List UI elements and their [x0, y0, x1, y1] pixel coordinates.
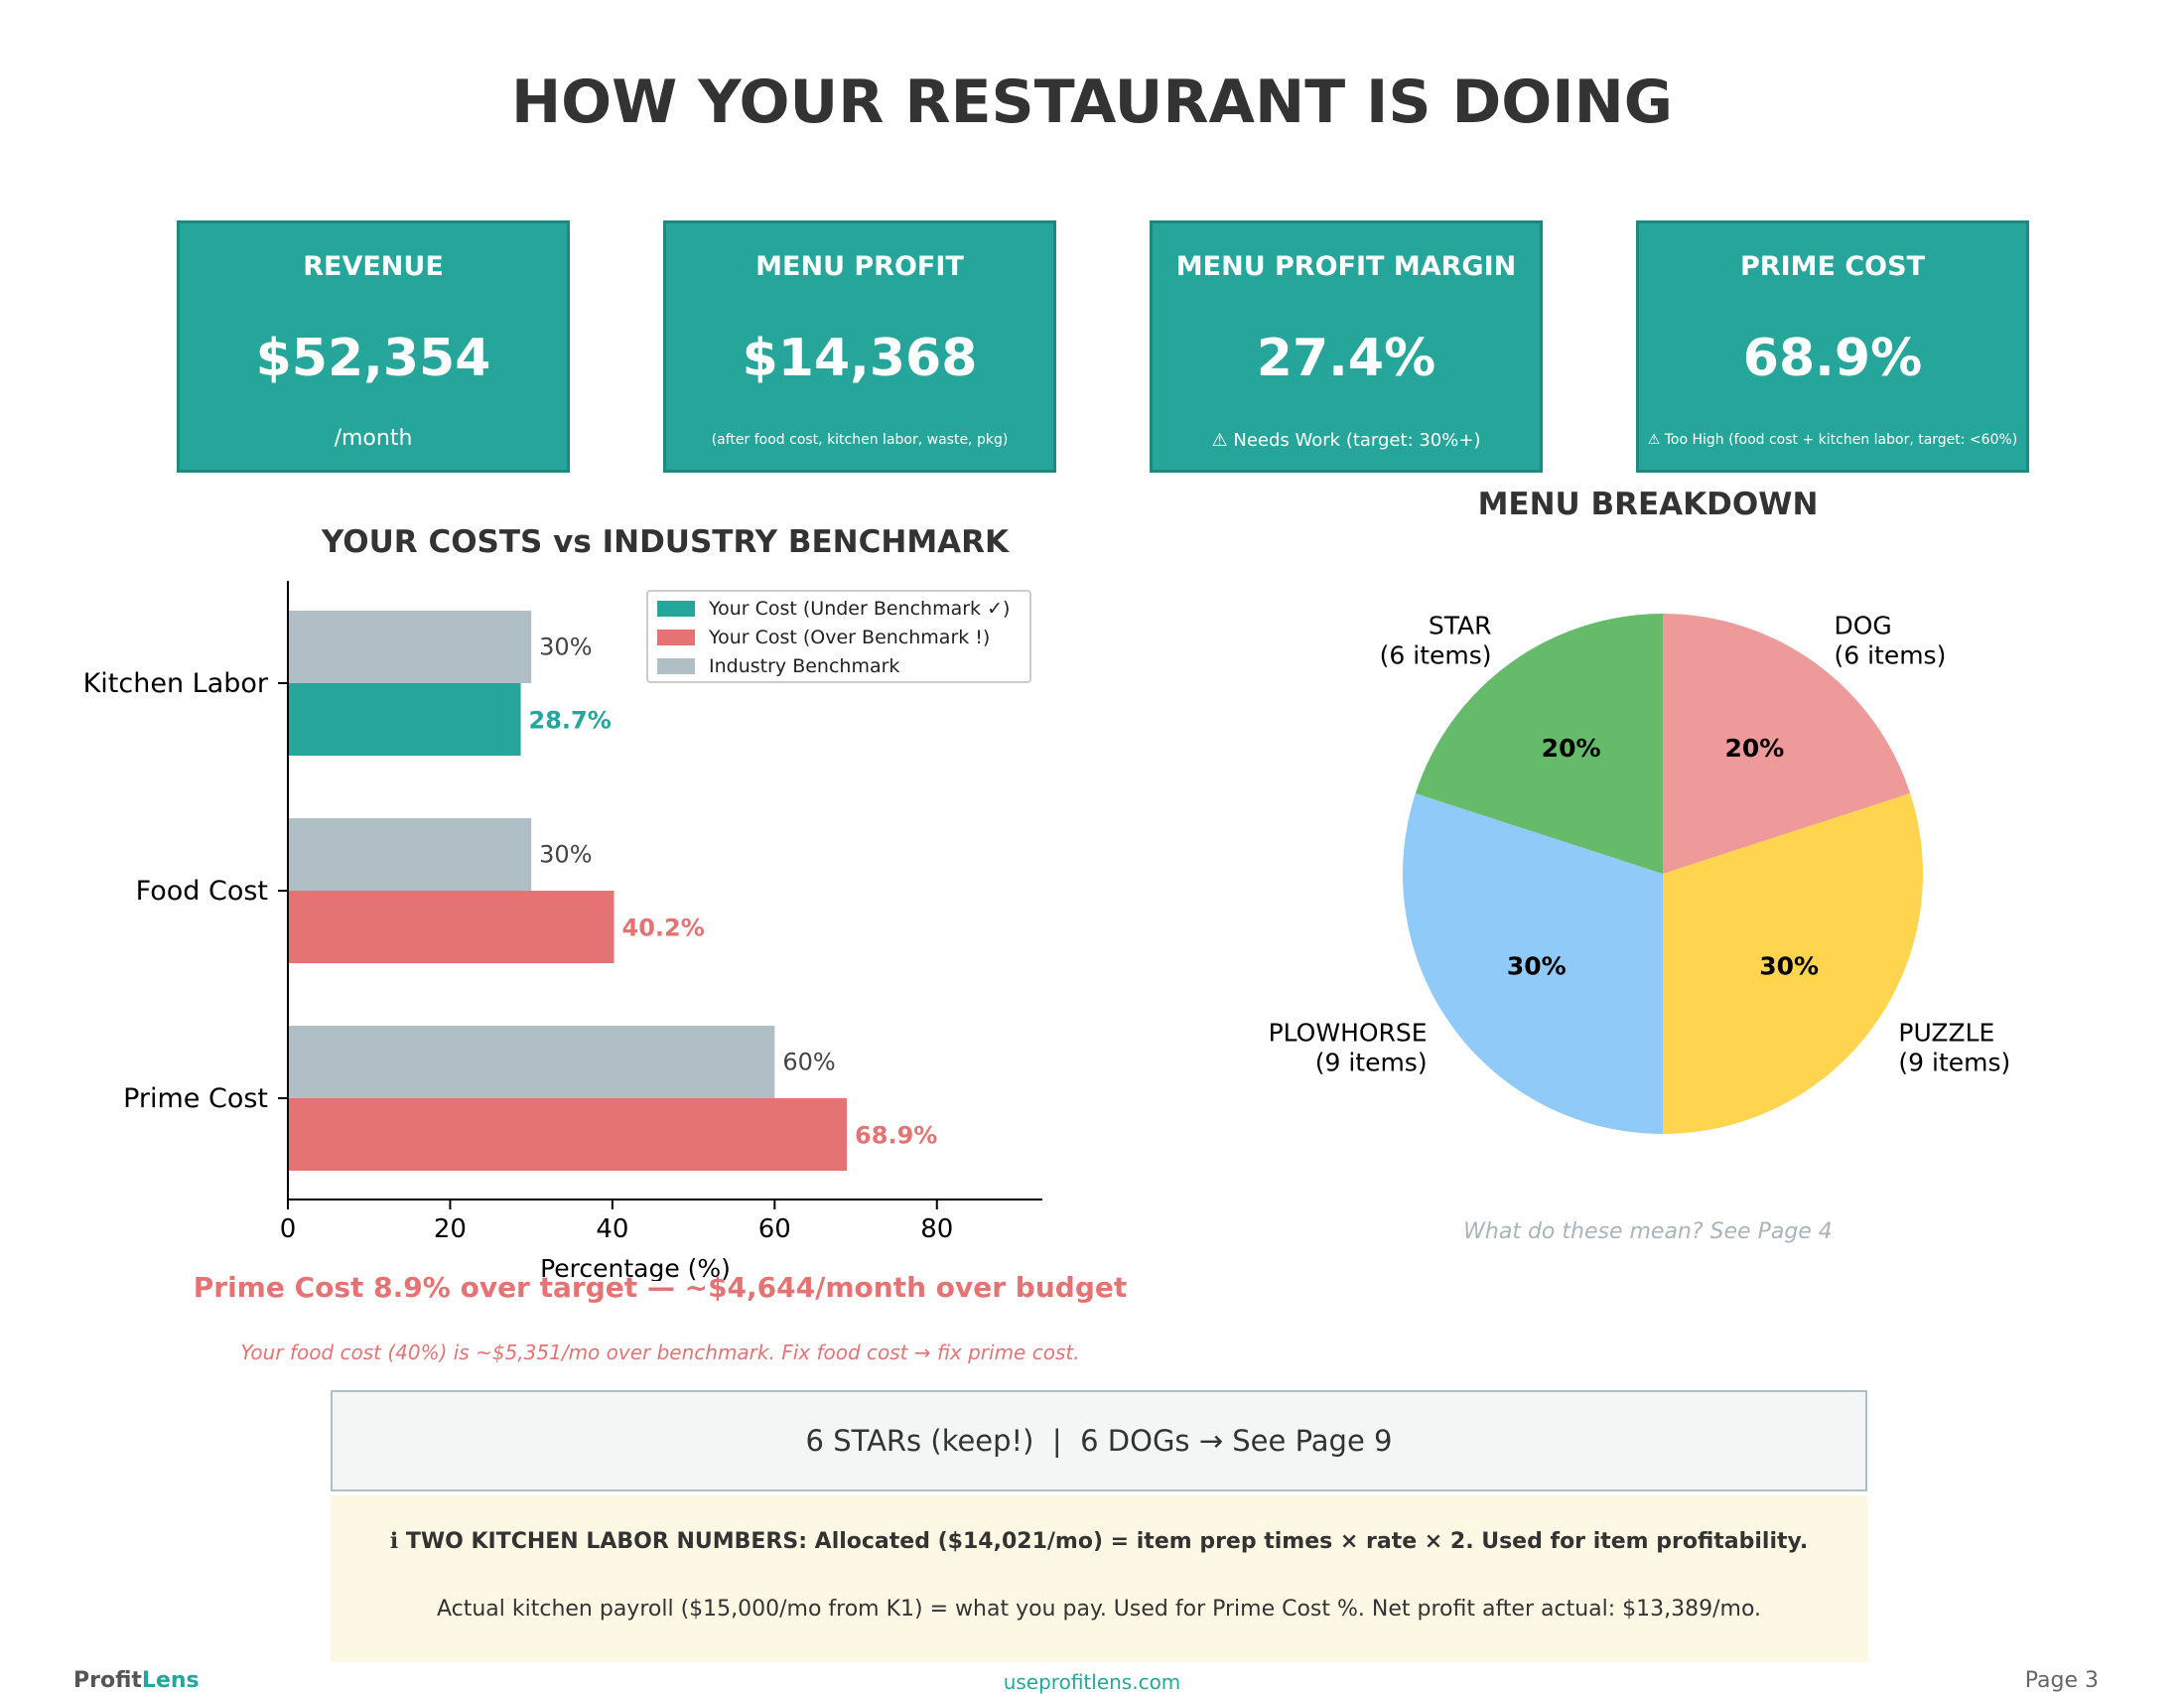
benchmark-bar-label: 60% — [782, 1049, 835, 1076]
category-label: Food Cost — [136, 876, 268, 907]
legend-swatch-benchmark — [657, 658, 695, 674]
footer-url[interactable]: useprofitlens.com — [1003, 1670, 1181, 1694]
kpi-label: MENU PROFIT — [755, 251, 964, 282]
benchmark-bar — [288, 611, 532, 683]
kpi-value: 27.4% — [1256, 329, 1436, 388]
kpi-card-prime-cost: PRIME COST 68.9% ⚠ Too High (food cost +… — [1636, 220, 2029, 473]
kpi-card-menu-profit-margin: MENU PROFIT MARGIN 27.4% ⚠ Needs Work (t… — [1150, 220, 1543, 473]
kpi-value: 68.9% — [1742, 329, 1923, 388]
summary-box: 6 STARs (keep!) | 6 DOGs → See Page 9 — [331, 1390, 1867, 1491]
kpi-label: PRIME COST — [1740, 251, 1925, 282]
x-tick-label: 60 — [758, 1214, 791, 1244]
your-cost-bar-label: 28.7% — [529, 707, 612, 735]
x-tick-label: 0 — [280, 1214, 297, 1244]
kpi-subtext: (after food cost, kitchen labor, waste, … — [711, 432, 1009, 448]
legend-label-under: Your Cost (Under Benchmark ✓) — [708, 598, 1010, 620]
benchmark-bar — [288, 818, 532, 891]
kpi-subtext: ⚠ Too High (food cost + kitchen labor, t… — [1647, 432, 2018, 448]
kpi-value: $52,354 — [255, 329, 491, 388]
category-label: Kitchen Labor — [83, 668, 269, 699]
kpi-subtext: ⚠ Needs Work (target: 30%+) — [1211, 430, 1481, 451]
benchmark-bar-label: 30% — [539, 841, 592, 869]
legend-label-over: Your Cost (Over Benchmark !) — [708, 627, 990, 648]
page-number: Page 3 — [2024, 1668, 2099, 1693]
pie-category-count: (6 items) — [1834, 641, 1946, 670]
kpi-card-revenue: REVENUE $52,354 /month — [177, 220, 570, 473]
pie-category-label: STAR — [1429, 612, 1492, 640]
legend-swatch-over — [657, 630, 695, 645]
info-line-allocated: ℹ TWO KITCHEN LABOR NUMBERS: Allocated (… — [389, 1529, 1809, 1554]
legend-label-benchmark: Industry Benchmark — [709, 655, 899, 677]
kpi-label: REVENUE — [303, 251, 444, 282]
pie-slice-puzzle — [1663, 793, 1923, 1134]
pie-percent-label: 30% — [1759, 951, 1819, 980]
x-axis-label: Percentage (%) — [540, 1254, 731, 1281]
pie-slice-dog — [1663, 614, 1911, 874]
pie-category-label: PUZZLE — [1898, 1018, 1994, 1047]
bar-chart-legend: Your Cost (Under Benchmark ✓) Your Cost … — [646, 590, 1031, 683]
pie-category-label: DOG — [1834, 612, 1891, 640]
pie-hint-text: What do these mean? See Page 4 — [1463, 1219, 1833, 1244]
x-tick-label: 20 — [434, 1214, 467, 1244]
benchmark-bar-label: 30% — [539, 634, 592, 661]
your-cost-bar-label: 68.9% — [855, 1122, 937, 1150]
category-label: Prime Cost — [123, 1083, 268, 1114]
your-cost-bar — [288, 1098, 848, 1171]
pie-chart-title: MENU BREAKDOWN — [1477, 487, 1819, 522]
your-cost-bar — [288, 683, 521, 756]
pie-category-count: (9 items) — [1315, 1048, 1428, 1076]
pie-percent-label: 30% — [1507, 951, 1567, 980]
x-tick-label: 80 — [920, 1214, 953, 1244]
bar-chart-title: YOUR COSTS vs INDUSTRY BENCHMARK — [321, 524, 1010, 560]
x-tick-label: 40 — [596, 1214, 628, 1244]
pie-percent-label: 20% — [1724, 734, 1784, 763]
info-line-actual: Actual kitchen payroll ($15,000/mo from … — [436, 1597, 1762, 1622]
food-cost-note: Your food cost (40%) is ~$5,351/mo over … — [240, 1341, 1080, 1364]
cost-benchmark-bar-chart: 30% 28.7% 30% 40.2% 60% 68.9% Kitchen Labor Fo… — [83, 581, 1042, 1281]
pie-slice-plowhorse — [1403, 793, 1663, 1134]
summary-text: 6 STARs (keep!) | 6 DOGs → See Page 9 — [805, 1424, 1393, 1458]
page-title: HOW YOUR RESTAURANT IS DOING — [510, 68, 1674, 137]
legend-frame — [646, 590, 1031, 683]
menu-breakdown-pie-chart: 20%DOG(6 items)30%PUZZLE(9 items)30%PLOW… — [1269, 612, 2010, 1134]
kpi-subtext: /month — [334, 426, 413, 451]
info-box: ℹ TWO KITCHEN LABOR NUMBERS: Allocated (… — [331, 1495, 1867, 1662]
prime-cost-alert: Prime Cost 8.9% over target — ~$4,644/mo… — [193, 1271, 1128, 1304]
your-cost-bar-label: 40.2% — [622, 915, 705, 942]
pie-percent-label: 20% — [1542, 734, 1601, 763]
pie-slice-star — [1415, 614, 1663, 874]
pie-category-label: PLOWHORSE — [1269, 1018, 1428, 1047]
kpi-label: MENU PROFIT MARGIN — [1175, 251, 1517, 282]
benchmark-bar — [288, 1026, 775, 1098]
pie-category-count: (6 items) — [1380, 641, 1492, 670]
your-cost-bar — [288, 891, 614, 963]
kpi-value: $14,368 — [742, 329, 978, 388]
legend-swatch-under — [657, 601, 695, 617]
pie-category-count: (9 items) — [1898, 1048, 2010, 1076]
kpi-card-menu-profit: MENU PROFIT $14,368 (after food cost, ki… — [663, 220, 1056, 473]
